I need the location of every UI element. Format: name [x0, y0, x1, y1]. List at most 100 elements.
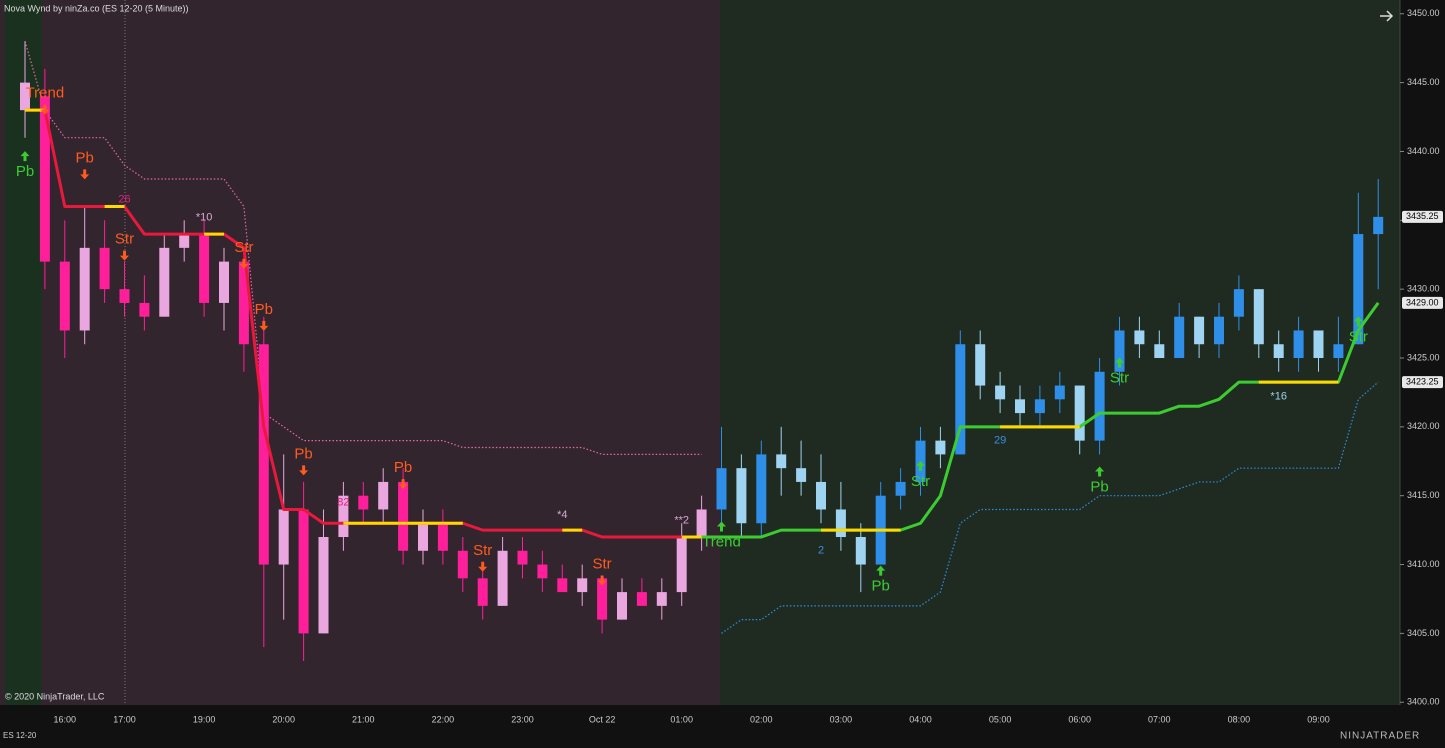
- signal-arrow: [717, 521, 726, 532]
- x-tick-label: 01:00: [670, 714, 693, 724]
- signal-arrow: [478, 561, 488, 572]
- candle-body: [597, 578, 608, 620]
- signal-label: Pb: [76, 149, 94, 166]
- candle-body: [59, 261, 70, 331]
- candle-body: [1015, 399, 1025, 414]
- signal-label: *16: [1270, 390, 1287, 402]
- candle-body: [1333, 344, 1344, 359]
- price-marker-label: 3429.00: [1406, 297, 1439, 307]
- x-tick-label: 04:00: [909, 714, 932, 724]
- signal-label: 2: [818, 545, 824, 557]
- signal-arrow: [876, 565, 886, 576]
- candle-body: [1313, 330, 1324, 359]
- candle-body: [278, 509, 289, 565]
- signal-label: Str: [115, 231, 134, 248]
- candle-body: [1253, 289, 1264, 345]
- candle-body: [1273, 344, 1284, 359]
- candle-body: [1194, 316, 1205, 345]
- candle-body: [199, 234, 210, 303]
- y-tick-label: 3420.00: [1407, 421, 1440, 431]
- candle-body: [398, 481, 409, 551]
- signal-arrow: [239, 258, 249, 269]
- candle-body: [358, 495, 369, 510]
- x-tick-label: 23:00: [511, 714, 534, 724]
- candle-body: [617, 592, 627, 620]
- signal-label: Str: [473, 542, 492, 559]
- candle-body: [975, 344, 986, 386]
- candle-body: [636, 592, 647, 606]
- y-tick-label: 3410.00: [1407, 559, 1440, 569]
- candle-body: [437, 523, 448, 551]
- candle-body: [1054, 385, 1065, 400]
- candle-body: [656, 592, 667, 606]
- candle-body: [696, 509, 707, 538]
- signal-arrow: [597, 575, 607, 586]
- candle-body: [1154, 344, 1165, 359]
- candle-body: [1114, 330, 1125, 372]
- candle-body: [776, 454, 787, 469]
- signal-label: Pb: [872, 578, 890, 595]
- candle-body: [895, 481, 906, 496]
- x-tick-label: Oct 22: [589, 714, 616, 724]
- x-tick-label: 05:00: [989, 714, 1012, 724]
- candle-body: [20, 82, 30, 111]
- signal-arrow: [259, 320, 269, 331]
- signal-label: Trend: [702, 533, 741, 550]
- signal-label: 29: [994, 435, 1006, 447]
- candle-body: [139, 302, 150, 317]
- price-marker: [1402, 376, 1443, 389]
- trend-line: [25, 108, 1339, 539]
- candle-body: [955, 344, 966, 455]
- signal-label: Str: [593, 556, 612, 573]
- signal-label: **2: [674, 514, 689, 526]
- x-tick-label: 16:00: [54, 714, 77, 724]
- signal-arrow: [120, 250, 129, 261]
- x-tick-label: 07:00: [1148, 714, 1171, 724]
- expand-arrow[interactable]: [1380, 10, 1394, 22]
- signal-arrow: [40, 104, 50, 115]
- signal-label: Pb: [16, 163, 34, 180]
- copyright: © 2020 NinjaTrader, LLC: [5, 691, 105, 701]
- signal-arrow: [1115, 357, 1124, 368]
- candle-body: [477, 578, 488, 606]
- signal-label: *4: [557, 509, 567, 521]
- candle-body: [1293, 330, 1304, 359]
- y-tick-label: 3430.00: [1407, 284, 1440, 294]
- signal-label: Pb: [294, 445, 312, 462]
- candle-body: [1214, 316, 1224, 345]
- price-marker: [1402, 296, 1443, 309]
- candle-body: [1034, 399, 1045, 414]
- candle-body: [736, 468, 747, 524]
- y-tick-label: 3440.00: [1407, 146, 1440, 156]
- candle-body: [179, 234, 190, 248]
- candle-body: [378, 481, 389, 510]
- candle-body: [517, 550, 528, 565]
- candle-body: [1094, 371, 1105, 441]
- candle-body: [39, 96, 50, 262]
- candle-body: [577, 578, 588, 593]
- signal-arrow: [1095, 466, 1105, 477]
- signal-arrow: [20, 151, 30, 162]
- price-marker: [1402, 210, 1443, 223]
- candle-body: [855, 537, 866, 565]
- price-marker-label: 3423.25: [1406, 376, 1439, 386]
- candle-body: [676, 537, 687, 593]
- candle-body: [338, 495, 349, 538]
- x-tick-label: 20:00: [272, 714, 295, 724]
- signal-arrow: [299, 465, 309, 476]
- bullish-zone: [5, 0, 42, 705]
- x-tick-label: 08:00: [1228, 714, 1251, 724]
- y-tick-label: 3445.00: [1407, 77, 1440, 87]
- signal-label: Str: [1349, 328, 1368, 345]
- candle-body: [99, 247, 110, 290]
- candle-body: [1353, 234, 1364, 345]
- signal-label: 26: [118, 194, 130, 206]
- x-tick-label: 02:00: [750, 714, 773, 724]
- candle-body: [79, 247, 90, 331]
- candle-body: [557, 578, 568, 593]
- candle-body: [1074, 385, 1085, 441]
- candle-body: [497, 550, 508, 606]
- candle-body: [1134, 330, 1145, 345]
